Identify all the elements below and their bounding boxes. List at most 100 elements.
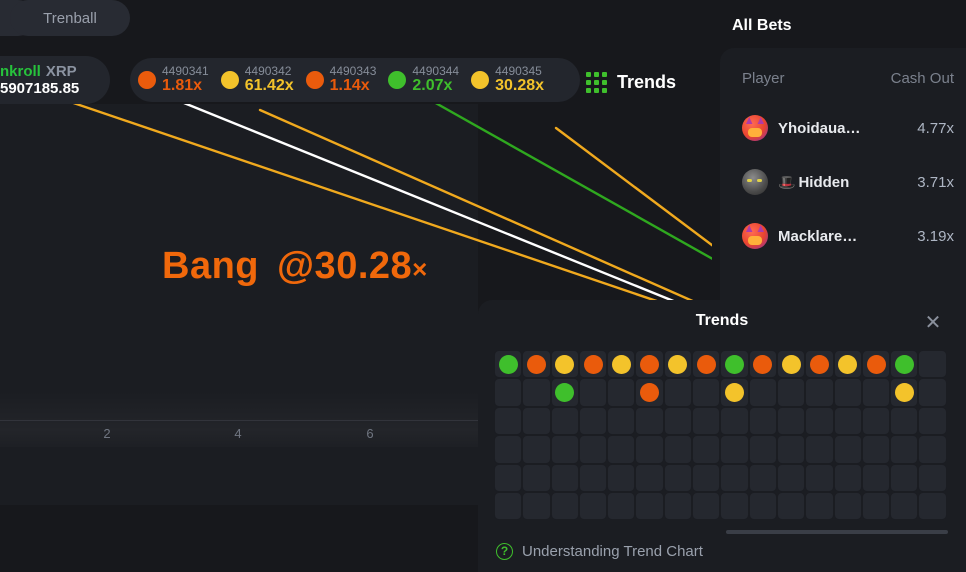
trend-cell — [748, 406, 777, 436]
trend-cell — [748, 491, 777, 521]
trend-cell — [550, 491, 579, 521]
trend-cell — [635, 378, 664, 407]
trend-cell — [663, 406, 693, 436]
round-history-item[interactable]: 4490341 1.81x — [138, 65, 213, 94]
round-history-item[interactable]: 4490342 61.42x — [220, 65, 298, 94]
bet-player-label: Hidden — [798, 173, 850, 191]
trend-cell — [805, 435, 834, 464]
trend-cell — [692, 406, 721, 436]
avatar — [742, 115, 768, 141]
trend-grid-row — [494, 491, 949, 521]
trends-panel-title: Trends — [695, 312, 749, 329]
trend-cell — [550, 378, 579, 407]
trend-cell — [720, 463, 749, 492]
trend-grid-row — [494, 350, 949, 379]
trend-cell — [663, 435, 693, 464]
trend-cell — [748, 350, 777, 379]
round-history: 4490341 1.81x 4490342 61.42x 4490343 1.14x 449… — [130, 58, 580, 102]
trend-cell — [776, 378, 806, 407]
trend-pip-green — [894, 354, 914, 374]
trend-cell — [692, 463, 721, 492]
column-player: Player — [742, 70, 785, 87]
trend-pip-orange — [866, 354, 886, 374]
trend-cell — [918, 463, 947, 492]
trend-pip-orange — [696, 354, 716, 374]
trend-cell — [918, 435, 947, 464]
trend-cell — [663, 491, 693, 521]
bet-row[interactable]: Yhoidaua… 4.77x — [720, 108, 966, 148]
trend-cell — [776, 406, 806, 436]
trend-cell — [607, 463, 636, 492]
trend-cell — [578, 435, 608, 464]
trend-cell — [578, 378, 608, 407]
trend-grid-row — [494, 463, 949, 492]
trend-grid[interactable] — [494, 350, 949, 522]
trend-cell — [635, 350, 664, 379]
round-history-item[interactable]: 4490343 1.14x — [305, 65, 381, 94]
trend-cell — [635, 463, 664, 492]
crash-multiplier-suffix: × — [412, 254, 428, 284]
bet-row[interactable]: Macklare… 3.19x — [720, 216, 966, 256]
trend-cell — [748, 378, 777, 407]
trend-cell — [522, 350, 551, 379]
trend-cell — [861, 435, 891, 464]
trend-cell — [522, 378, 551, 407]
bet-row[interactable]: 🎩 Hidden 3.71x — [720, 162, 966, 202]
trend-pip-yellow — [725, 383, 745, 403]
round-status-dot — [138, 70, 156, 89]
tab-trenball[interactable]: Trenball — [10, 0, 130, 36]
trend-cell — [692, 491, 721, 521]
tab-strip: Trenball — [0, 0, 712, 46]
close-icon[interactable]: ✕ — [924, 312, 942, 334]
trend-help-link[interactable]: ? Understanding Trend Chart — [496, 543, 703, 560]
trend-cell — [748, 435, 777, 464]
trend-cell — [890, 378, 919, 407]
trend-cell — [550, 406, 579, 436]
trend-cell — [607, 406, 636, 436]
trend-pip-green — [725, 354, 745, 374]
trend-cell — [578, 463, 608, 492]
trend-pip-orange — [526, 354, 546, 374]
bankroll-currency: XRP — [45, 63, 77, 80]
bet-player-label: Macklare… — [778, 227, 858, 245]
trend-cell — [776, 463, 806, 492]
trend-cell — [805, 463, 834, 492]
round-status-dot — [471, 70, 490, 89]
column-cashout: Cash Out — [890, 70, 954, 87]
round-status-dot — [305, 70, 324, 89]
trend-grid-scrollbar-thumb[interactable] — [726, 530, 948, 534]
tab-trenball-label: Trenball — [43, 9, 97, 27]
bet-cashout: 4.77x — [917, 119, 954, 137]
trend-cell — [522, 491, 551, 521]
trend-cell — [692, 350, 721, 379]
trend-grid-scrollbar[interactable] — [494, 530, 949, 534]
trend-cell — [720, 406, 749, 436]
bankroll-pill[interactable]: nkroll XRP 5907185.85 — [0, 56, 110, 104]
x-tick-6: 6 — [366, 426, 374, 441]
bet-player-name: Macklare… — [778, 228, 857, 245]
trend-cell — [663, 463, 693, 492]
bankroll-amount: 5907185.85 — [0, 80, 80, 97]
trend-cell — [720, 350, 749, 379]
trend-cell — [748, 463, 777, 492]
trends-button[interactable]: Trends — [586, 68, 676, 96]
trend-cell — [663, 350, 693, 379]
bet-player-name: Yhoidaua… — [778, 120, 861, 137]
trend-cell — [550, 463, 579, 492]
trend-cell — [692, 435, 721, 464]
trend-cell — [833, 491, 862, 521]
round-id: 4490344 — [412, 64, 460, 79]
trend-pip-green — [555, 383, 575, 403]
round-history-item[interactable]: 4490344 2.07x — [388, 65, 463, 94]
round-status-dot — [220, 70, 239, 89]
trend-cell — [607, 435, 636, 464]
trend-cell — [720, 378, 749, 407]
round-id: 4490341 — [162, 64, 209, 79]
bankroll-title: nkroll XRP — [0, 63, 110, 80]
round-history-item[interactable]: 4490345 30.28x — [471, 65, 548, 94]
bets-table-header: Player Cash Out — [720, 70, 966, 94]
bet-cashout: 3.71x — [917, 173, 954, 191]
x-tick-2: 2 — [103, 426, 111, 441]
trend-cell — [918, 350, 947, 379]
trend-cell — [890, 491, 919, 521]
